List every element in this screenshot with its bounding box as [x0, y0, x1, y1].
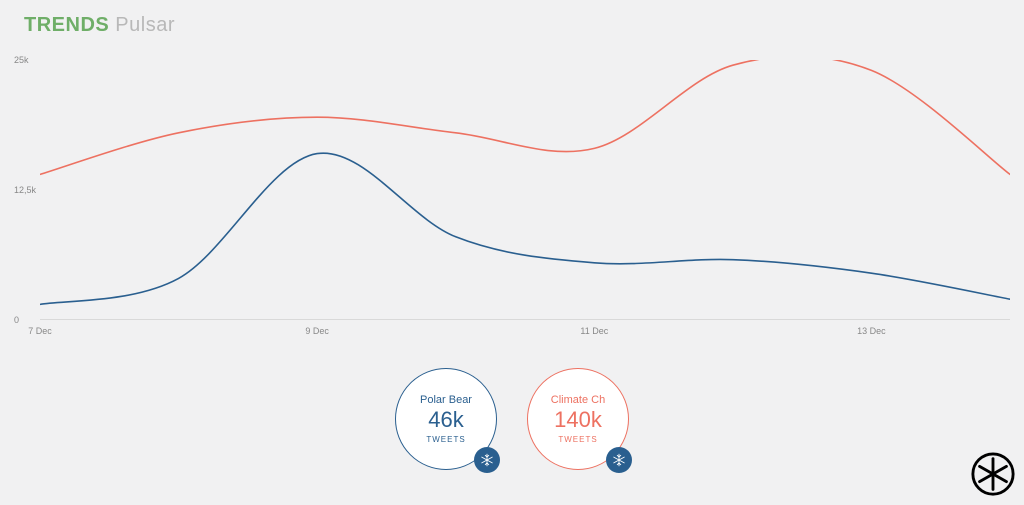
bubble-label: Polar Bear: [420, 394, 472, 406]
series-line: [40, 60, 1010, 174]
summary-bubble[interactable]: Polar Bear 46k TWEETS: [395, 368, 497, 470]
bubble-value: 140k: [554, 408, 602, 432]
page-title: TRENDS Pulsar: [24, 14, 175, 37]
summary-bubble[interactable]: Climate Ch 140k TWEETS: [527, 368, 629, 470]
snowflake-icon: [474, 447, 500, 473]
x-tick-label: 11 Dec: [580, 326, 608, 336]
bubble-unit: TWEETS: [426, 435, 465, 444]
title-pulsar: Pulsar: [115, 14, 175, 36]
y-tick-label: 12,5k: [14, 185, 36, 195]
chart-baseline: [40, 319, 1010, 320]
x-tick-label: 13 Dec: [857, 326, 886, 336]
bubble-value: 46k: [428, 408, 463, 432]
x-tick-label: 9 Dec: [305, 326, 329, 336]
y-tick-label: 0: [14, 315, 19, 325]
summary-bubbles: Polar Bear 46k TWEETS Climate Ch 140k TWEETS: [0, 368, 1024, 470]
bubble-label: Climate Ch: [551, 394, 605, 406]
chart-plot: [40, 60, 1010, 320]
trends-chart: 012,5k25k 7 Dec9 Dec11 Dec13 Dec: [0, 60, 1024, 330]
y-tick-label: 25k: [14, 55, 29, 65]
x-tick-label: 7 Dec: [28, 326, 52, 336]
snowflake-icon: [606, 447, 632, 473]
series-line: [40, 153, 1010, 304]
title-trends: TRENDS: [24, 14, 109, 36]
chart-lines: [40, 60, 1010, 320]
bubble-unit: TWEETS: [558, 435, 597, 444]
brand-logo: [970, 451, 1016, 497]
